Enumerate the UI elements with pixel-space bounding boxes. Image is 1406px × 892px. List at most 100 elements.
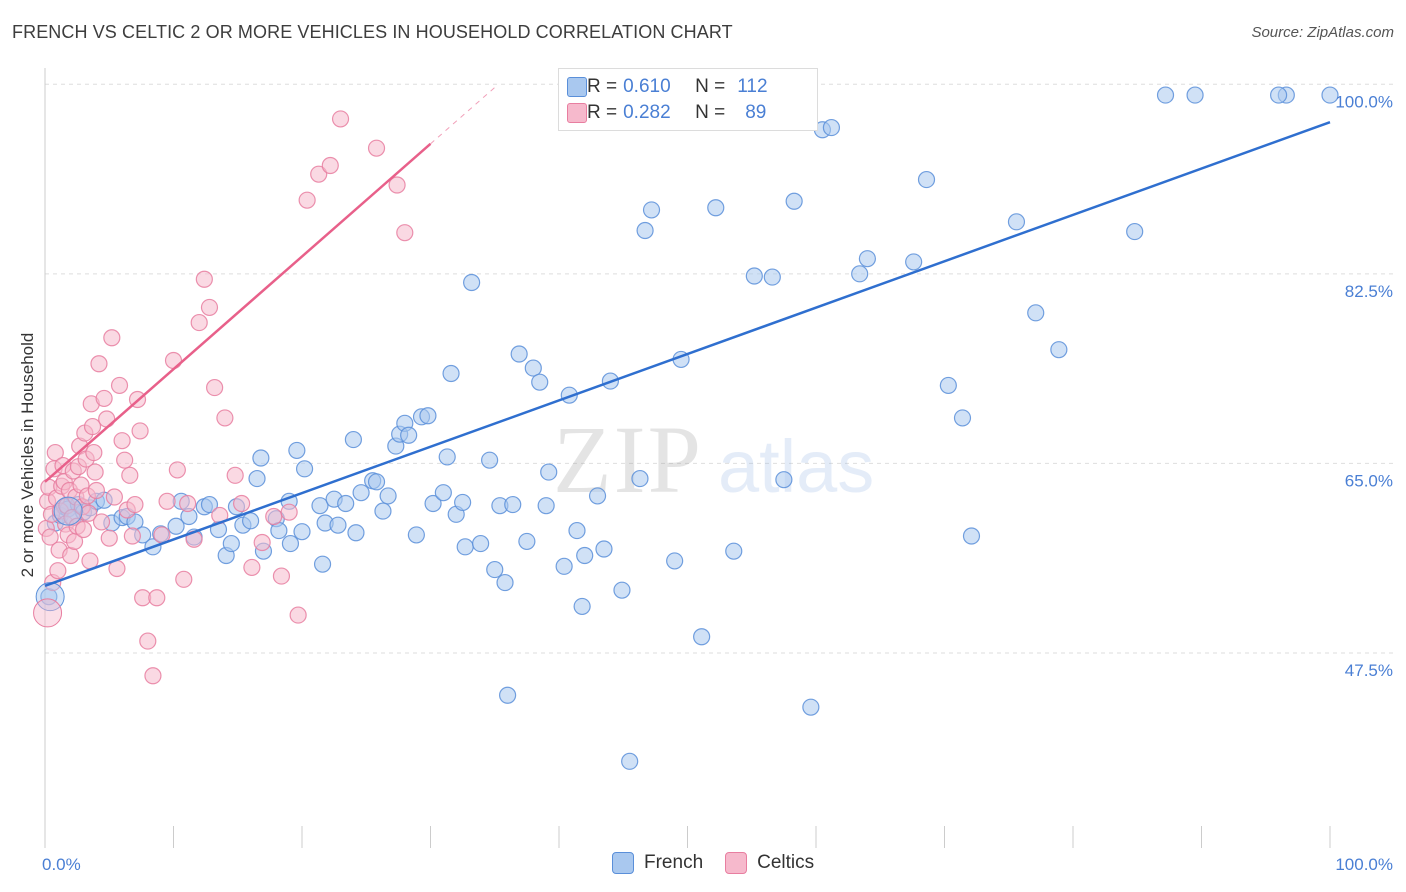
french-point <box>311 497 329 515</box>
french-point <box>1269 86 1288 104</box>
celtics-point <box>226 466 244 484</box>
french-point <box>917 170 936 189</box>
french-point <box>531 373 549 391</box>
french-point <box>1321 86 1339 104</box>
french-point <box>496 573 514 592</box>
french-point <box>295 460 314 478</box>
y-tick-label: 100.0% <box>1335 92 1393 111</box>
french-point <box>621 752 639 770</box>
celtics-point <box>46 443 64 462</box>
watermark-zip: ZIP <box>553 406 703 513</box>
celtics-point <box>253 533 271 552</box>
french-point <box>379 487 397 505</box>
french-point <box>407 526 425 544</box>
french-point <box>347 524 365 542</box>
french-point <box>167 517 185 535</box>
celtics-point <box>190 313 208 332</box>
label-layer: 47.5% 65.0% 82.5% 100.0% 0.0% 100.0% <box>42 92 1393 874</box>
celtics-point <box>265 507 283 526</box>
chart-title: FRENCH VS CELTIC 2 OR MORE VEHICLES IN H… <box>12 22 733 42</box>
celtics-point <box>103 329 121 347</box>
celtics-point <box>74 520 93 539</box>
celtics-point <box>164 351 183 370</box>
x-tick-label: 100.0% <box>1335 855 1393 874</box>
french-point <box>962 527 981 545</box>
y-tick-label: 65.0% <box>1345 471 1393 490</box>
legend-swatch-celtics <box>567 103 587 123</box>
trend-layer <box>44 87 1331 588</box>
french-point <box>568 521 586 540</box>
celtics-point <box>388 176 406 194</box>
french-point <box>1050 341 1068 359</box>
celtics-point <box>41 528 59 546</box>
celtics-point <box>92 513 111 531</box>
watermark-atlas: atlas <box>718 425 874 508</box>
french-point <box>775 471 793 489</box>
french-point <box>463 273 481 292</box>
french-point <box>573 597 591 616</box>
french-point <box>1126 222 1144 241</box>
celtics-point <box>86 463 104 481</box>
french-point <box>666 552 684 570</box>
french-point <box>499 686 517 704</box>
celtics-point <box>233 494 251 513</box>
french-point <box>555 557 573 575</box>
legend-n-label: N = <box>695 76 726 97</box>
french-point <box>434 484 452 502</box>
legend-label-celtics: Celtics <box>757 852 815 873</box>
celtics-point <box>331 110 350 128</box>
french-point <box>905 253 923 271</box>
celtics-point <box>280 503 298 521</box>
celtics-point <box>98 410 116 428</box>
legend-r-label: R = <box>587 76 618 97</box>
french-point <box>613 581 631 599</box>
french-point <box>288 441 306 460</box>
french-point <box>595 540 613 558</box>
celtics-point <box>126 495 144 514</box>
french-point-cluster <box>53 496 83 526</box>
celtics-point <box>105 488 123 506</box>
french-point <box>504 495 522 514</box>
french-point <box>242 512 260 530</box>
legend-item-celtics[interactable]: Celtics <box>725 852 814 874</box>
french-point <box>510 345 528 363</box>
celtics-point <box>206 378 224 397</box>
french-point <box>576 546 594 565</box>
legend-r-label: R = <box>587 102 618 123</box>
celtics-point <box>158 492 176 510</box>
french-point <box>329 516 347 534</box>
french-point <box>313 555 332 573</box>
legend-stats: R = 0.610 N = 112 R = 0.282 N = 89 <box>558 68 818 131</box>
legend-swatch-french <box>612 852 634 874</box>
celtics-point <box>121 466 139 484</box>
celtics-point <box>148 589 166 607</box>
y-tick-label: 82.5% <box>1345 282 1393 301</box>
celtics-point <box>396 224 414 242</box>
legend-label-french: French <box>644 852 704 873</box>
french-point <box>481 451 499 469</box>
french-point <box>939 376 957 395</box>
legend-n-value-celtics: 89 <box>745 102 767 123</box>
x-tick-label: 0.0% <box>42 855 81 874</box>
french-point <box>763 268 781 286</box>
celtics-point <box>175 570 193 588</box>
celtics-point <box>321 156 339 175</box>
legend-row-french: R = 0.610 N = 112 <box>567 74 768 100</box>
celtics-trend-line <box>44 142 432 483</box>
celtics-point <box>90 355 108 373</box>
french-point <box>419 407 437 425</box>
french-point <box>1156 86 1175 104</box>
french-point <box>518 532 536 551</box>
axis-layer <box>44 68 1331 848</box>
celtics-point <box>83 417 102 436</box>
celtics-point <box>200 298 219 317</box>
celtics-point <box>367 139 386 157</box>
legend-swatch-french <box>567 77 587 97</box>
french-point <box>540 463 558 481</box>
french-point <box>438 448 456 466</box>
celtics-point <box>179 494 197 513</box>
legend-item-french[interactable]: French <box>612 852 703 874</box>
french-point <box>851 265 869 283</box>
french-point <box>252 449 270 467</box>
